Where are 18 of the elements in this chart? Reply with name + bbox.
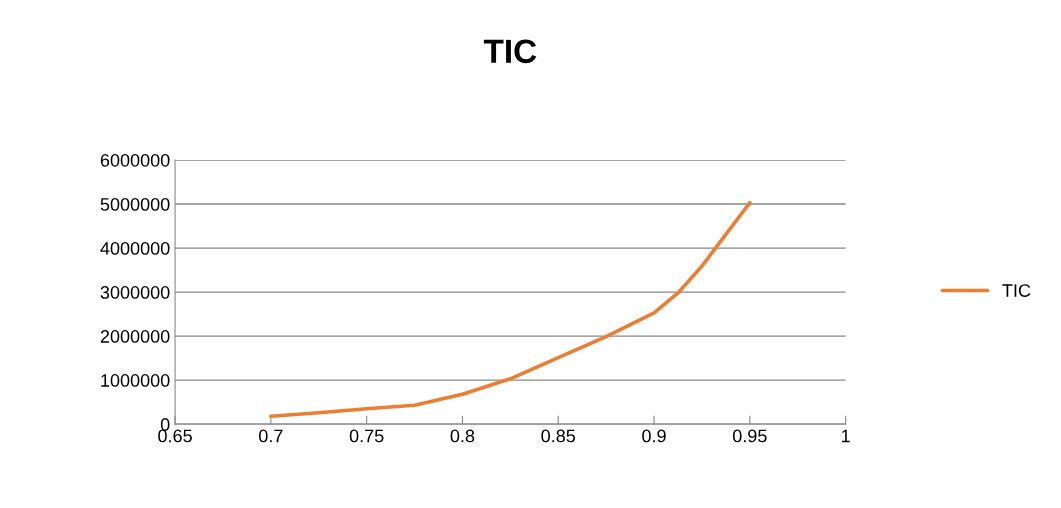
x-tick-label: 0.65: [158, 429, 192, 443]
x-tick-label: 0.85: [541, 429, 576, 443]
y-tick-label: 3000000: [100, 286, 170, 299]
y-tick-label: 2000000: [100, 330, 170, 343]
line-series: [269, 200, 752, 419]
y-tick-label: 5000000: [100, 197, 170, 211]
x-tick-label: 1: [841, 429, 850, 443]
chart-title: TIC: [483, 39, 537, 64]
x-tick-label: 0.8: [450, 429, 475, 443]
legend-label: TIC: [1002, 284, 1031, 297]
x-tick-label: 0.75: [349, 429, 384, 443]
x-tick-label: 0.9: [642, 429, 666, 443]
x-tick-label: 0.95: [732, 429, 767, 443]
y-tick-label: 4000000: [100, 242, 170, 255]
y-tick-label: 0: [160, 418, 170, 431]
y-tick-label: 1000000: [101, 374, 170, 387]
x-tick-label: 0.7: [259, 429, 283, 443]
y-tick-label: 6000000: [100, 153, 170, 167]
